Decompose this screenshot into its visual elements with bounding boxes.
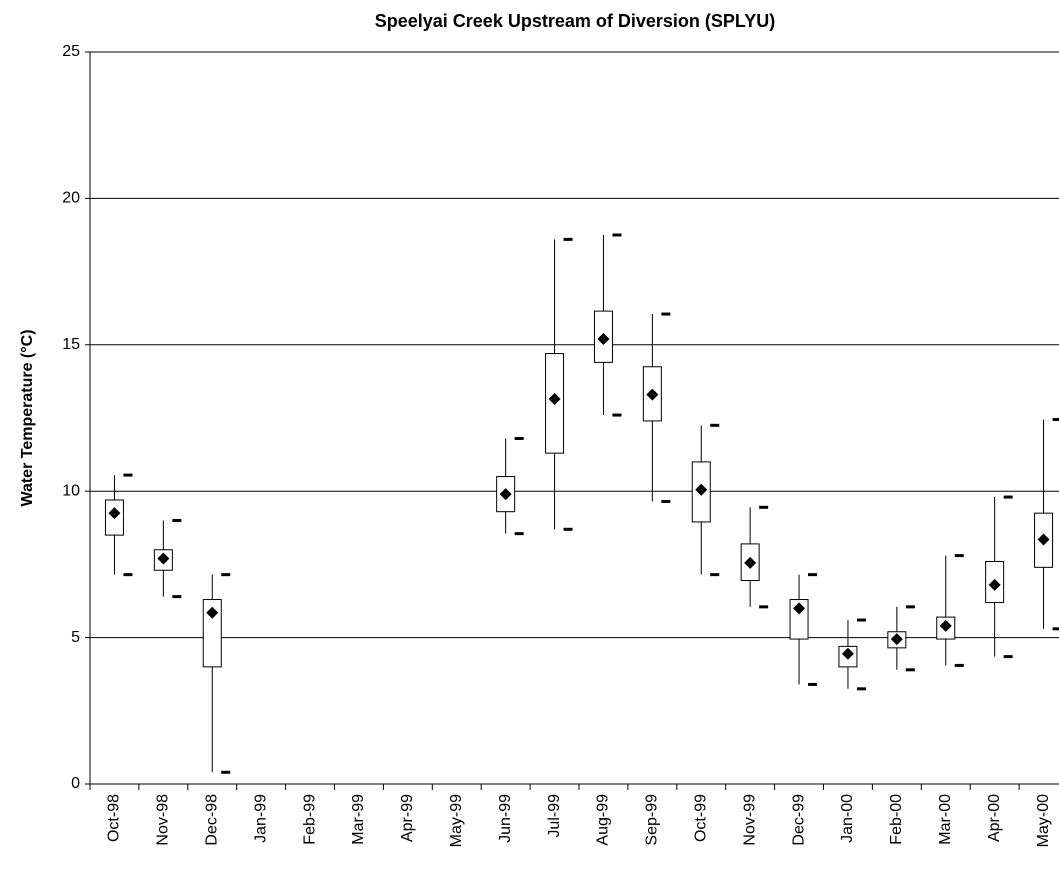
mean-marker	[841, 647, 854, 660]
x-tick-label: Oct-99	[692, 794, 709, 842]
x-tick-label: May-00	[1035, 794, 1052, 847]
x-tick-label: May-99	[448, 794, 465, 847]
x-tick-label: Nov-99	[741, 794, 758, 846]
mean-marker	[646, 388, 659, 401]
mean-marker	[548, 392, 561, 405]
x-tick-label: Apr-99	[399, 794, 416, 842]
x-tick-label: Apr-00	[986, 794, 1003, 842]
box	[202, 599, 222, 668]
mean-marker	[695, 483, 708, 496]
x-tick-label: Mar-99	[350, 794, 367, 845]
x-tick-label: Dec-98	[203, 794, 220, 846]
y-tick-label: 15	[62, 336, 80, 353]
x-tick-label: Sep-99	[644, 794, 661, 846]
mean-marker	[108, 507, 121, 520]
x-tick-label: Mar-00	[937, 794, 954, 845]
mean-marker	[206, 606, 219, 619]
y-tick-label: 5	[71, 629, 80, 646]
x-tick-label: Feb-99	[301, 794, 318, 845]
mean-marker	[597, 332, 610, 345]
x-tick-label: Jan-00	[839, 794, 856, 843]
mean-marker	[499, 488, 512, 501]
x-tick-label: Jul-99	[546, 794, 563, 838]
mean-marker	[744, 556, 757, 569]
y-tick-label: 0	[71, 775, 80, 792]
x-tick-label: Jun-99	[497, 794, 514, 843]
mean-marker	[793, 602, 806, 615]
mean-marker	[988, 578, 1001, 591]
y-axis-label: Water Temperature (°C)	[19, 329, 36, 506]
mean-marker	[157, 552, 170, 565]
mean-marker	[1037, 533, 1050, 546]
x-tick-label: Dec-99	[790, 794, 807, 846]
x-tick-label: Nov-98	[155, 794, 172, 846]
x-tick-label: Oct-98	[106, 794, 123, 842]
x-tick-label: Feb-00	[888, 794, 905, 845]
mean-marker	[939, 619, 952, 632]
y-tick-label: 10	[62, 482, 80, 499]
y-tick-label: 20	[62, 190, 80, 207]
x-tick-label: Aug-99	[595, 794, 612, 846]
x-tick-label: Jan-99	[252, 794, 269, 843]
chart-title: Speelyai Creek Upstream of Diversion (SP…	[375, 11, 775, 31]
y-tick-label: 25	[62, 43, 80, 60]
mean-marker	[890, 633, 903, 646]
